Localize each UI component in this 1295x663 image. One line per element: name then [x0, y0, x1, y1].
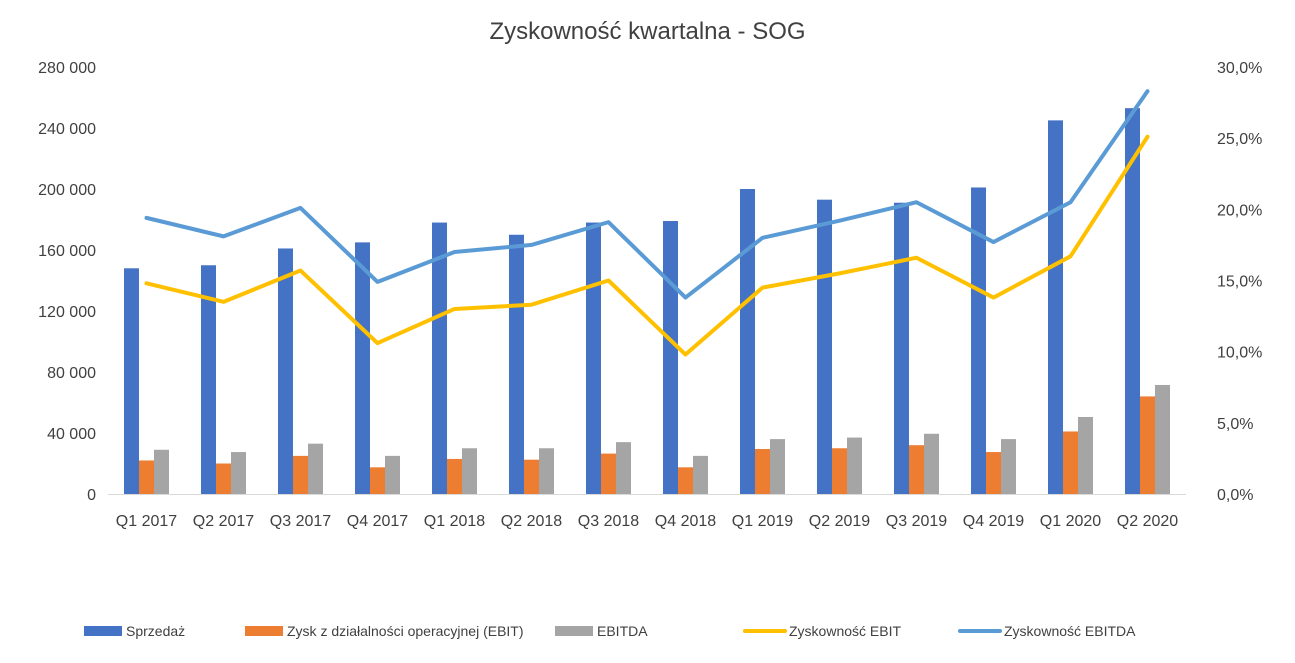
y-left-tick-label-4: 160 000 — [38, 243, 96, 260]
bar-1-8 — [755, 449, 770, 494]
bar-1-4 — [447, 458, 462, 494]
chart-title: Zyskowność kwartalna - SOG — [489, 18, 806, 45]
bar-2-8 — [770, 439, 785, 494]
bar-1-1 — [216, 463, 231, 494]
x-tick-label-5: Q2 2018 — [501, 513, 562, 530]
bar-0-5 — [509, 234, 524, 494]
bar-2-11 — [1001, 439, 1016, 494]
y-right-tick-label-5: 25,0% — [1217, 131, 1262, 148]
bar-2-3 — [385, 455, 400, 494]
legend-label-0: Sprzedaż — [126, 623, 185, 639]
bar-1-7 — [678, 467, 693, 494]
legend-label-1: Zysk z działalności operacyjnej (EBIT) — [287, 623, 524, 639]
x-tick-label-7: Q4 2018 — [655, 513, 716, 530]
x-tick-label-2: Q3 2017 — [270, 513, 331, 530]
y-left-tick-label-6: 240 000 — [38, 121, 96, 138]
y-right-tick-label-6: 30,0% — [1217, 60, 1262, 77]
bar-1-3 — [370, 467, 385, 494]
bar-2-13 — [1155, 384, 1170, 494]
bar-2-2 — [308, 443, 323, 494]
x-tick-label-12: Q1 2020 — [1040, 513, 1101, 530]
bar-0-2 — [278, 248, 293, 494]
x-tick-label-0: Q1 2017 — [116, 513, 177, 530]
bar-1-9 — [832, 448, 847, 494]
bar-0-3 — [355, 242, 370, 494]
line-layer — [144, 89, 1150, 357]
bar-1-10 — [909, 445, 924, 494]
bar-layer — [124, 108, 1170, 495]
bar-2-0 — [154, 449, 169, 494]
bar-2-1 — [231, 452, 246, 494]
y-right-tick-label-4: 20,0% — [1217, 202, 1262, 219]
bar-0-10 — [894, 202, 909, 494]
legend-swatch-0 — [84, 626, 122, 636]
y-left-tick-label-3: 120 000 — [38, 304, 96, 321]
bar-1-0 — [139, 460, 154, 494]
legend-swatch-1 — [245, 626, 283, 636]
bar-2-10 — [924, 433, 939, 494]
bar-1-12 — [1063, 431, 1078, 494]
axes-layer: Q1 2017 Q2 2017 Q3 2017 Q4 2017 Q1 2018 Q2 20… — [38, 60, 1262, 530]
bar-1-13 — [1140, 396, 1155, 494]
line-series-4 — [144, 89, 1150, 300]
legend: Sprzedaż Zysk z działalności operacyjnej … — [84, 623, 1136, 639]
x-tick-label-8: Q1 2019 — [732, 513, 793, 530]
y-left-tick-label-1: 40 000 — [47, 426, 96, 443]
y-left-tick-label-7: 280 000 — [38, 60, 96, 77]
bar-0-7 — [663, 221, 678, 494]
bar-2-6 — [616, 442, 631, 494]
bar-2-12 — [1078, 416, 1093, 494]
line-series-3 — [144, 134, 1150, 357]
bar-1-5 — [524, 459, 539, 494]
bar-2-7 — [693, 455, 708, 494]
bar-0-9 — [817, 199, 832, 495]
bar-2-4 — [462, 448, 477, 494]
bar-0-1 — [201, 265, 216, 494]
x-tick-label-4: Q1 2018 — [424, 513, 485, 530]
x-tick-label-1: Q2 2017 — [193, 513, 254, 530]
x-tick-label-9: Q2 2019 — [809, 513, 870, 530]
x-tick-label-11: Q4 2019 — [963, 513, 1024, 530]
y-right-tick-label-1: 5,0% — [1217, 416, 1253, 433]
bar-2-9 — [847, 437, 862, 494]
y-right-tick-label-2: 10,0% — [1217, 345, 1262, 362]
x-tick-label-6: Q3 2018 — [578, 513, 639, 530]
y-left-tick-label-2: 80 000 — [47, 365, 96, 382]
bar-0-0 — [124, 268, 139, 494]
legend-label-4: Zyskowność EBITDA — [1004, 623, 1136, 639]
bar-0-6 — [586, 222, 601, 495]
x-tick-label-13: Q2 2020 — [1117, 513, 1178, 530]
y-left-tick-label-5: 200 000 — [38, 182, 96, 199]
legend-swatch-2 — [555, 626, 593, 636]
x-tick-label-10: Q3 2019 — [886, 513, 947, 530]
bar-1-2 — [293, 455, 308, 494]
bar-0-11 — [971, 187, 986, 494]
y-right-tick-label-3: 15,0% — [1217, 274, 1262, 291]
bar-0-12 — [1048, 120, 1063, 494]
y-right-tick-label-0: 0,0% — [1217, 487, 1253, 504]
bar-0-13 — [1125, 108, 1140, 495]
bar-1-11 — [986, 452, 1001, 494]
bar-2-5 — [539, 448, 554, 494]
y-left-tick-label-0: 0 — [87, 487, 96, 504]
bar-0-4 — [432, 222, 447, 495]
bar-0-8 — [740, 189, 755, 494]
legend-label-3: Zyskowność EBIT — [789, 623, 901, 639]
legend-label-2: EBITDA — [597, 623, 648, 639]
x-tick-label-3: Q4 2017 — [347, 513, 408, 530]
bar-1-6 — [601, 453, 616, 494]
